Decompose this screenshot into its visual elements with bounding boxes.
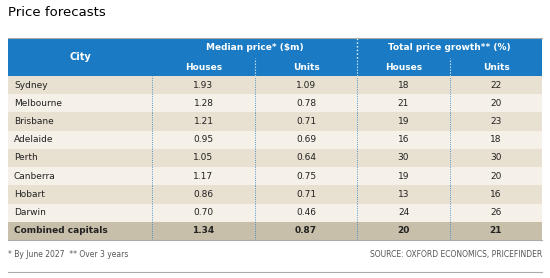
Text: 22: 22: [491, 81, 502, 90]
Bar: [152, 38, 357, 58]
Text: 0.71: 0.71: [296, 190, 316, 199]
Text: 19: 19: [398, 117, 409, 126]
Text: 24: 24: [398, 208, 409, 217]
Text: SOURCE: OXFORD ECONOMICS, PRICEFINDER: SOURCE: OXFORD ECONOMICS, PRICEFINDER: [370, 250, 542, 259]
Bar: [8, 149, 542, 167]
Bar: [450, 58, 542, 76]
Text: 18: 18: [490, 135, 502, 144]
Text: 21: 21: [490, 226, 502, 235]
Bar: [357, 38, 542, 58]
Text: 1.93: 1.93: [194, 81, 213, 90]
Text: Price forecasts: Price forecasts: [8, 6, 106, 19]
Text: 1.05: 1.05: [194, 153, 213, 163]
Text: 1.17: 1.17: [194, 172, 213, 181]
Text: 0.78: 0.78: [296, 99, 316, 108]
Text: 1.34: 1.34: [192, 226, 215, 235]
Bar: [8, 167, 542, 185]
Text: 18: 18: [398, 81, 409, 90]
Text: 20: 20: [397, 226, 410, 235]
Text: 0.69: 0.69: [296, 135, 316, 144]
Text: 0.46: 0.46: [296, 208, 316, 217]
Text: Sydney: Sydney: [14, 81, 48, 90]
Text: Canberra: Canberra: [14, 172, 56, 181]
Text: 20: 20: [490, 172, 502, 181]
Text: 1.28: 1.28: [194, 99, 213, 108]
Text: 0.75: 0.75: [296, 172, 316, 181]
Bar: [8, 76, 542, 94]
Text: 23: 23: [490, 117, 502, 126]
Text: Darwin: Darwin: [14, 208, 46, 217]
Text: Houses: Houses: [185, 63, 222, 71]
Text: Adelaide: Adelaide: [14, 135, 53, 144]
Text: Units: Units: [483, 63, 509, 71]
Text: * By June 2027  ** Over 3 years: * By June 2027 ** Over 3 years: [8, 250, 128, 259]
Text: Total price growth** (%): Total price growth** (%): [388, 43, 511, 53]
Bar: [357, 58, 450, 76]
Bar: [8, 185, 542, 203]
Text: 0.87: 0.87: [295, 226, 317, 235]
Text: 0.64: 0.64: [296, 153, 316, 163]
Text: 30: 30: [398, 153, 409, 163]
Text: 0.86: 0.86: [194, 190, 213, 199]
Text: 0.95: 0.95: [194, 135, 213, 144]
Text: 26: 26: [490, 208, 502, 217]
Text: 20: 20: [490, 99, 502, 108]
Text: Perth: Perth: [14, 153, 38, 163]
Text: 16: 16: [490, 190, 502, 199]
Text: Melbourne: Melbourne: [14, 99, 62, 108]
Bar: [255, 58, 357, 76]
Text: 16: 16: [398, 135, 409, 144]
Bar: [8, 112, 542, 131]
Bar: [152, 58, 255, 76]
Text: 0.70: 0.70: [194, 208, 213, 217]
Text: Brisbane: Brisbane: [14, 117, 54, 126]
Bar: [8, 203, 542, 222]
Bar: [8, 131, 542, 149]
Text: 21: 21: [398, 99, 409, 108]
Bar: [8, 94, 542, 112]
Text: Units: Units: [293, 63, 320, 71]
Text: Houses: Houses: [385, 63, 422, 71]
Text: 30: 30: [490, 153, 502, 163]
Text: Hobart: Hobart: [14, 190, 45, 199]
Bar: [8, 222, 542, 240]
Text: 0.71: 0.71: [296, 117, 316, 126]
Text: 19: 19: [398, 172, 409, 181]
Text: 13: 13: [398, 190, 409, 199]
Text: Median price* ($m): Median price* ($m): [206, 43, 303, 53]
Text: City: City: [69, 52, 91, 62]
Text: Combined capitals: Combined capitals: [14, 226, 108, 235]
Text: 1.21: 1.21: [194, 117, 213, 126]
Text: 1.09: 1.09: [296, 81, 316, 90]
